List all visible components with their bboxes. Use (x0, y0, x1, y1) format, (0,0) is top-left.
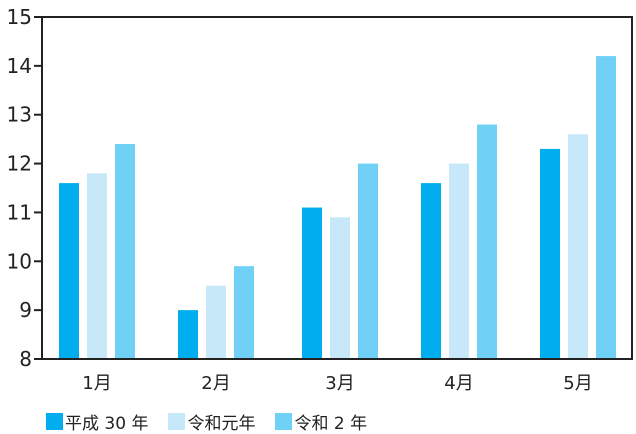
bar-series-2-1 (87, 173, 107, 359)
legend-item-series-3: 令和 2 年 (275, 409, 367, 434)
bar-series-1-4 (421, 183, 441, 359)
bar-series-1-3 (302, 207, 322, 359)
x-tick-label-5: 5月 (563, 373, 592, 394)
bar-series-2-4 (449, 163, 469, 359)
bar-series-2-3 (330, 217, 350, 359)
x-tick-label-2: 2月 (201, 373, 230, 394)
x-tick-label-4: 4月 (444, 373, 473, 394)
legend-item-series-1: 平成 30 年 (46, 409, 148, 434)
bar-series-2-2 (206, 285, 226, 359)
legend-swatch-series-2 (168, 412, 186, 430)
bars (59, 56, 616, 359)
y-tick-label-11: 11 (7, 200, 32, 224)
y-tick-label-10: 10 (7, 249, 32, 273)
x-tick-label-1: 1月 (82, 373, 111, 394)
x-tick-label-3: 3月 (325, 373, 354, 394)
bar-series-3-5 (596, 56, 616, 359)
bar-series-2-5 (568, 134, 588, 359)
y-tick-label-14: 14 (7, 54, 32, 78)
legend-item-series-2: 令和元年 (168, 409, 255, 434)
legend-swatch-series-3 (275, 412, 293, 430)
y-axis-ticks: 8 9 10 11 12 13 14 15 (7, 5, 42, 371)
bar-series-1-1 (59, 183, 79, 359)
legend-label-series-3: 令和 2 年 (294, 413, 368, 434)
y-tick-label-8: 8 (19, 347, 32, 371)
legend-label-series-2: 令和元年 (187, 413, 256, 434)
bar-series-1-5 (540, 148, 560, 359)
y-tick-label-15: 15 (7, 5, 32, 29)
bar-series-3-1 (115, 144, 135, 359)
y-tick-label-12: 12 (7, 152, 32, 176)
y-tick-label-13: 13 (7, 103, 32, 127)
plot-frame (41, 16, 633, 360)
legend-label-series-1: 平成 30 年 (65, 413, 149, 434)
bar-series-1-2 (178, 310, 198, 359)
legend-swatch-series-1 (46, 412, 63, 430)
bar-series-3-2 (234, 266, 254, 359)
legend: 平成 30 年 令和元年 令和 2 年 (46, 409, 387, 434)
y-tick-label-9: 9 (19, 298, 32, 322)
bar-series-3-3 (358, 163, 378, 359)
plot-border (41, 16, 633, 360)
bar-series-3-4 (477, 124, 497, 359)
x-axis-ticks: 1月 2月 3月 4月 5月 (82, 373, 592, 394)
